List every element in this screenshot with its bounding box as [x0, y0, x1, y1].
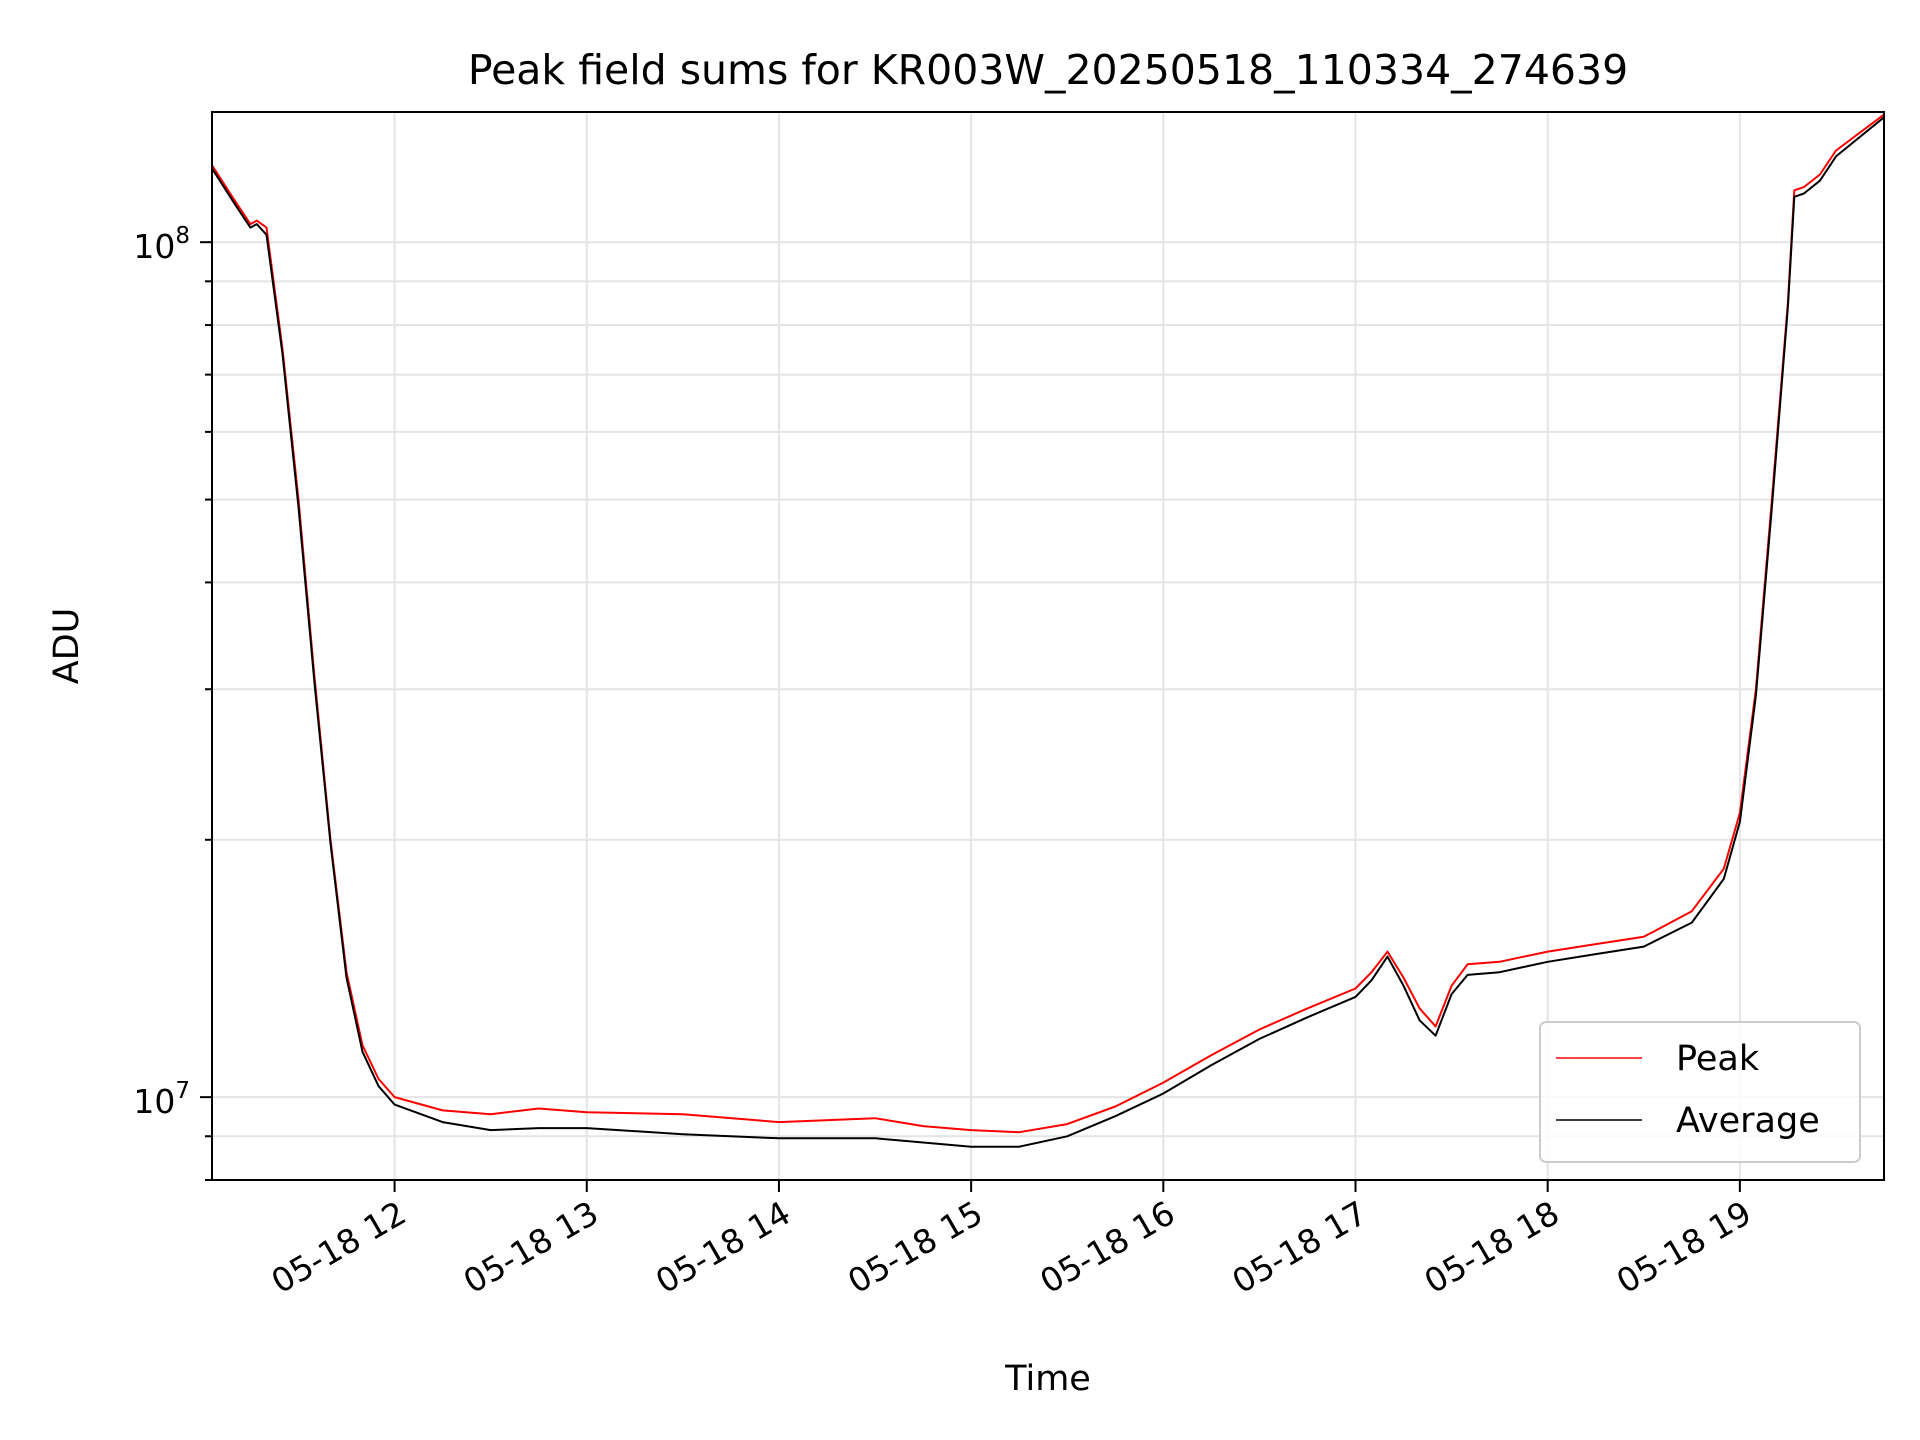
legend-box: [1539, 1021, 1861, 1163]
y-axis-label: ADU: [47, 608, 87, 685]
legend: Peak Average: [1539, 1021, 1861, 1163]
chart-title: Peak field sums for KR003W_20250518_1103…: [468, 46, 1628, 94]
series-line-average: [211, 116, 1885, 1148]
legend-label-average: Average: [1676, 1101, 1820, 1141]
legend-label-peak: Peak: [1676, 1039, 1760, 1079]
plot-frame: [211, 111, 1885, 1181]
y-tick-label: 107: [133, 1078, 190, 1121]
x-axis-label: Time: [1004, 1359, 1091, 1399]
y-tick-label: 108: [133, 223, 190, 266]
series-lines: [211, 113, 1885, 1148]
